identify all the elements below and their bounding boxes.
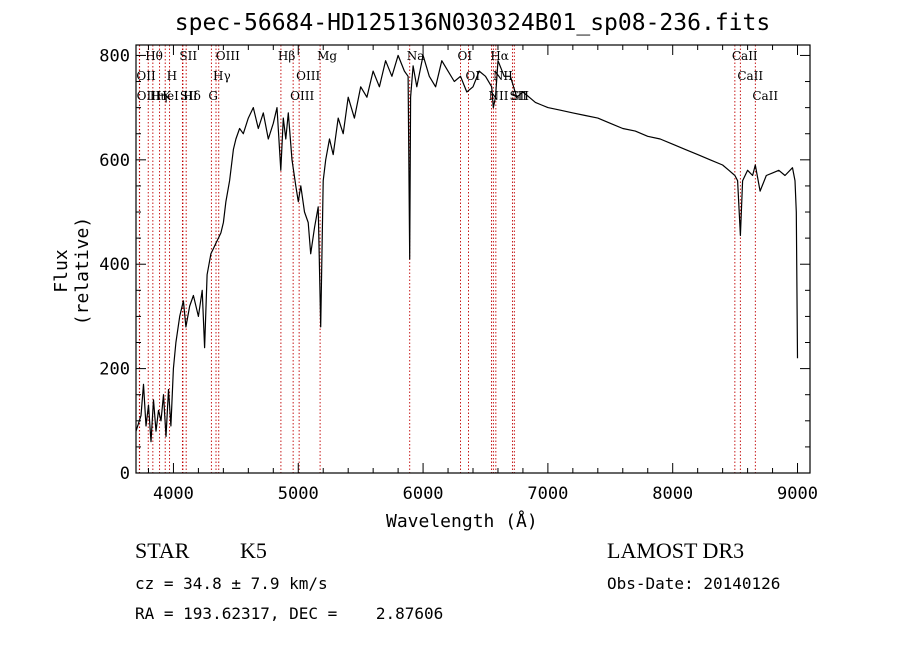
marker-label: CaII	[732, 49, 758, 63]
marker-label: H	[167, 69, 177, 83]
marker-label: NII	[488, 89, 508, 103]
marker-label: OI	[466, 69, 481, 83]
plot-frame	[135, 44, 811, 474]
y-tick-label: 200	[99, 360, 130, 380]
marker-label: OII	[137, 89, 157, 103]
obs-date-label: Obs-Date: 20140126	[607, 574, 781, 593]
marker-label: SII	[511, 89, 529, 103]
y-axis-label: Flux (relative)	[51, 216, 93, 326]
marker-label: G	[208, 89, 218, 103]
marker-label: Hγ	[213, 69, 231, 83]
marker-label: Hα	[490, 49, 509, 63]
marker-label: Hη	[150, 89, 168, 103]
x-tick-label: 7000	[527, 484, 568, 504]
y-tick-label: 0	[120, 464, 130, 484]
x-tick-label: 9000	[777, 484, 818, 504]
y-tick-label: 800	[99, 46, 130, 66]
marker-label: SII	[180, 89, 198, 103]
marker-label: OIII	[290, 89, 314, 103]
marker-label: Hδ	[183, 89, 201, 103]
chart-title: spec-56684-HD125136N030324B01_sp08-236.f…	[174, 10, 771, 36]
marker-label: K	[162, 89, 172, 103]
marker-label: OI	[458, 49, 473, 63]
x-axis-label: Wavelength (Å)	[386, 511, 538, 532]
flux-series-line	[135, 54, 799, 443]
marker-label: Na	[407, 49, 425, 63]
marker-label: OIII	[216, 49, 240, 63]
marker-label: CaII	[737, 69, 763, 83]
marker-label: CaII	[752, 89, 778, 103]
x-tick-label: 4000	[153, 484, 194, 504]
y-tick-label: 600	[99, 151, 130, 171]
marker-label: Hθ	[145, 49, 163, 63]
marker-label: Hβ	[278, 49, 295, 63]
coordinates-label: RA = 193.62317, DEC = 2.87606	[135, 604, 444, 623]
object-class: STAR	[135, 538, 190, 563]
y-tick-label: 400	[99, 255, 130, 275]
survey-label: LAMOST DR3	[607, 538, 745, 563]
marker-label: HeI	[157, 89, 180, 103]
x-tick-label: 6000	[403, 484, 444, 504]
subclass: K5	[240, 538, 267, 563]
marker-label: OIII	[296, 69, 320, 83]
marker-label: SII	[509, 89, 527, 103]
x-tick-label: 8000	[652, 484, 693, 504]
marker-label: OII	[136, 69, 156, 83]
marker-label: NII	[493, 69, 513, 83]
marker-label: SII	[179, 49, 197, 63]
x-tick-label: 5000	[278, 484, 319, 504]
redshift-label: cz = 34.8 ± 7.9 km/s	[135, 574, 328, 593]
marker-label: Mg	[317, 49, 337, 63]
